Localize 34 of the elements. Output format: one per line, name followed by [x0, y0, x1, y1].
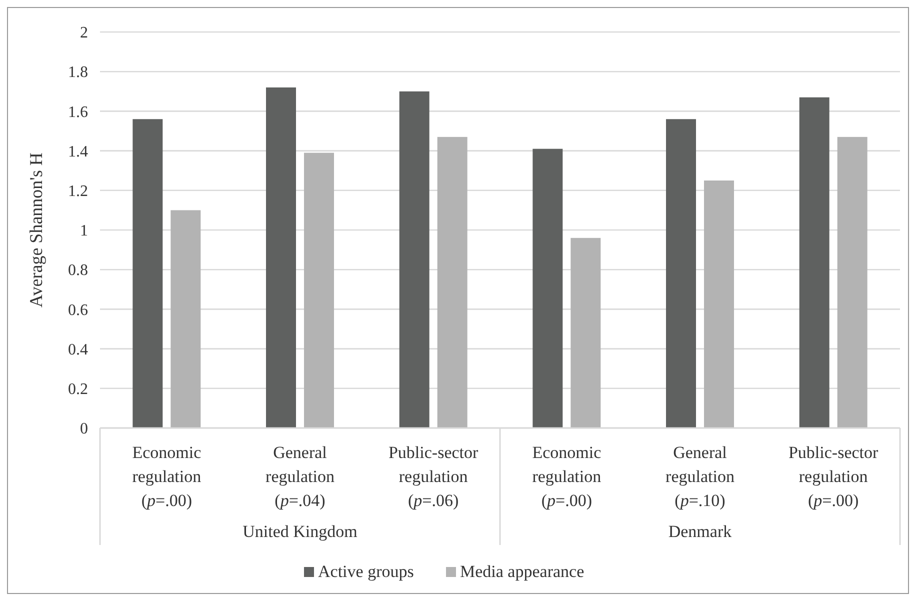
bar [437, 136, 468, 428]
text: Denmark [668, 522, 732, 541]
y-tick-label: 0.8 [68, 262, 88, 280]
y-tick-label: 1.2 [68, 183, 88, 200]
bar [266, 87, 296, 428]
bar [837, 136, 868, 428]
x-tick-label: Public-sector regulation (p=.00) [788, 443, 879, 510]
y-tick-label: 0 [80, 420, 88, 438]
x-tick-label: General regulation (p=.10) [666, 443, 735, 510]
y-axis-title: Average Shannon's H [26, 152, 46, 308]
y-tick-label: 1 [80, 222, 88, 240]
legend-label: Active groups [318, 562, 414, 581]
bar [666, 119, 696, 428]
y-tick-label: 1.8 [68, 64, 88, 82]
y-tick-label: 2 [80, 24, 88, 42]
y-tick-label: 1.6 [68, 104, 88, 121]
bar [799, 97, 830, 428]
bar [132, 119, 163, 428]
bar [570, 238, 601, 428]
x-tick-label: Economic regulation (p=.00) [132, 443, 202, 510]
bar [399, 91, 430, 428]
y-tick-label: 0.6 [68, 302, 88, 319]
bar [170, 210, 201, 428]
y-tick-label: 1.4 [68, 143, 88, 160]
legend-label: Media appearance [460, 562, 584, 581]
x-tick-label: Public-sector regulation (p=.06) [388, 443, 479, 510]
bar [304, 152, 334, 428]
y-tick-label: 0.2 [68, 381, 88, 398]
text: United Kingdom [242, 522, 358, 541]
bar [704, 180, 734, 428]
bar [532, 148, 563, 428]
x-tick-label: Economic regulation (p=.00) [532, 443, 602, 510]
y-tick-label: 0.4 [68, 341, 88, 358]
x-tick-label: General regulation (p=.04) [266, 443, 335, 510]
